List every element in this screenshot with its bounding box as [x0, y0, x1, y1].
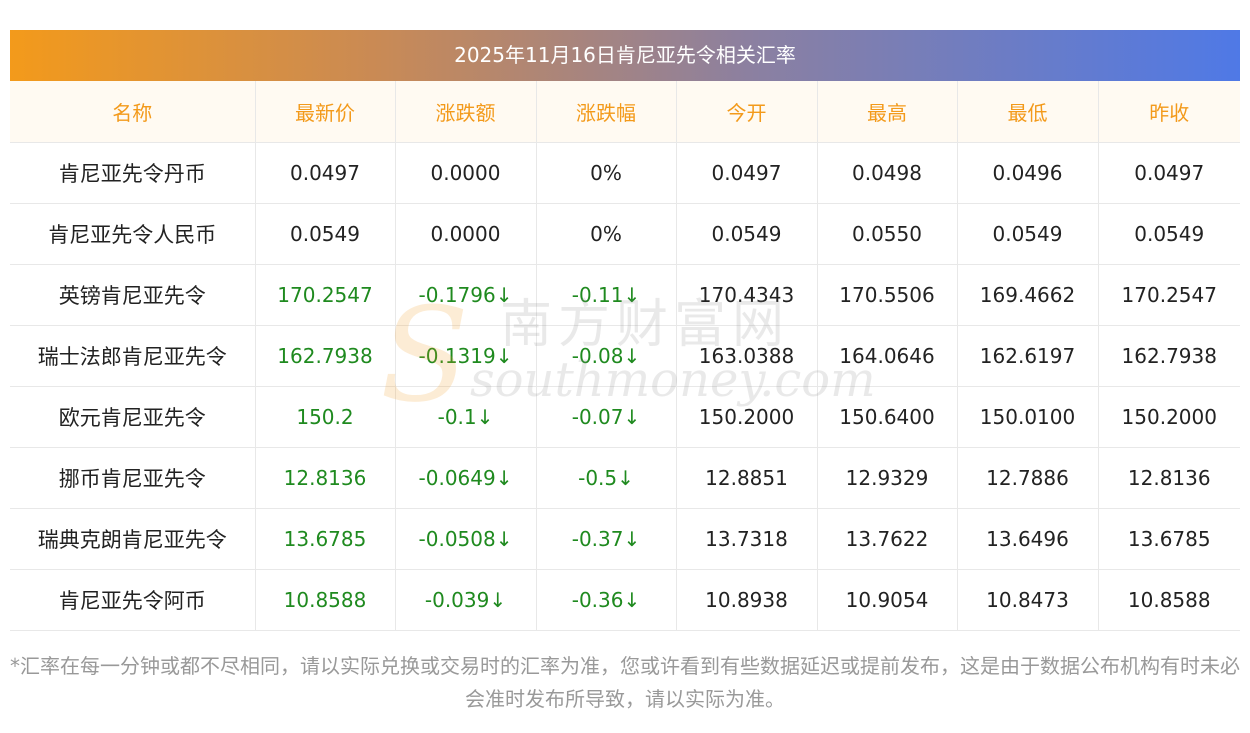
- change-amount: -0.1796↓: [395, 263, 537, 325]
- change-percent: -0.36↓: [536, 568, 677, 631]
- col-header-change-pct: 涨跌幅: [536, 81, 677, 142]
- open-price: 13.7318: [676, 507, 818, 569]
- table-row: 肯尼亚先令阿币 10.8588 -0.039↓ -0.36↓ 10.8938 1…: [10, 568, 1240, 631]
- change-percent: -0.5↓: [536, 446, 677, 508]
- change-percent: -0.07↓: [536, 385, 677, 447]
- change-percent: 0%: [536, 202, 677, 264]
- pair-name: 瑞典克朗肯尼亚先令: [10, 507, 256, 569]
- latest-price: 10.8588: [255, 568, 396, 631]
- table-row: 瑞典克朗肯尼亚先令 13.6785 -0.0508↓ -0.37↓ 13.731…: [10, 507, 1240, 569]
- table-row: 英镑肯尼亚先令 170.2547 -0.1796↓ -0.11↓ 170.434…: [10, 263, 1240, 325]
- prev-close: 0.0549: [1098, 202, 1240, 264]
- low-price: 0.0549: [957, 202, 1099, 264]
- prev-close: 170.2547: [1098, 263, 1240, 325]
- high-price: 0.0550: [817, 202, 958, 264]
- col-header-high: 最高: [817, 81, 958, 142]
- prev-close: 10.8588: [1098, 568, 1240, 631]
- high-price: 12.9329: [817, 446, 958, 508]
- col-header-change: 涨跌额: [395, 81, 537, 142]
- table-row: 挪币肯尼亚先令 12.8136 -0.0649↓ -0.5↓ 12.8851 1…: [10, 446, 1240, 508]
- pair-name: 肯尼亚先令阿币: [10, 568, 256, 631]
- prev-close: 162.7938: [1098, 324, 1240, 386]
- low-price: 169.4662: [957, 263, 1099, 325]
- low-price: 0.0496: [957, 141, 1099, 203]
- col-header-name: 名称: [10, 81, 256, 142]
- change-amount: 0.0000: [395, 141, 537, 203]
- high-price: 150.6400: [817, 385, 958, 447]
- col-header-open: 今开: [676, 81, 818, 142]
- latest-price: 0.0549: [255, 202, 396, 264]
- low-price: 150.0100: [957, 385, 1099, 447]
- low-price: 162.6197: [957, 324, 1099, 386]
- low-price: 10.8473: [957, 568, 1099, 631]
- change-amount: -0.0649↓: [395, 446, 537, 508]
- table-title: 2025年11月16日肯尼亚先令相关汇率: [10, 30, 1240, 81]
- change-amount: 0.0000: [395, 202, 537, 264]
- latest-price: 162.7938: [255, 324, 396, 386]
- latest-price: 150.2: [255, 385, 396, 447]
- high-price: 170.5506: [817, 263, 958, 325]
- pair-name: 欧元肯尼亚先令: [10, 385, 256, 447]
- open-price: 0.0497: [676, 141, 818, 203]
- prev-close: 0.0497: [1098, 141, 1240, 203]
- open-price: 150.2000: [676, 385, 818, 447]
- open-price: 10.8938: [676, 568, 818, 631]
- low-price: 12.7886: [957, 446, 1099, 508]
- pair-name: 瑞士法郎肯尼亚先令: [10, 324, 256, 386]
- high-price: 0.0498: [817, 141, 958, 203]
- col-header-prev-close: 昨收: [1149, 100, 1190, 125]
- prev-close: 150.2000: [1098, 385, 1240, 447]
- table-row: 肯尼亚先令人民币 0.0549 0.0000 0% 0.0549 0.0550 …: [10, 202, 1240, 264]
- col-header-latest: 最新价: [255, 81, 396, 142]
- change-amount: -0.0508↓: [395, 507, 537, 569]
- change-amount: -0.039↓: [395, 568, 537, 631]
- change-amount: -0.1↓: [395, 385, 537, 447]
- change-percent: -0.08↓: [536, 324, 677, 386]
- pair-name: 挪币肯尼亚先令: [10, 446, 256, 508]
- table-header-row: 名称 最新价 涨跌额 涨跌幅 今开 最高 最低 昨收: [10, 81, 1240, 142]
- latest-price: 12.8136: [255, 446, 396, 508]
- latest-price: 13.6785: [255, 507, 396, 569]
- disclaimer-note: *汇率在每一分钟或都不尽相同，请以实际兑换或交易时的汇率为准，您或许看到有些数据…: [10, 654, 1240, 711]
- col-header-low: 最低: [957, 81, 1099, 142]
- latest-price: 170.2547: [255, 263, 396, 325]
- change-percent: -0.11↓: [536, 263, 677, 325]
- table-row: 欧元肯尼亚先令 150.2 -0.1↓ -0.07↓ 150.2000 150.…: [10, 385, 1240, 447]
- change-percent: 0%: [536, 141, 677, 203]
- open-price: 0.0549: [676, 202, 818, 264]
- pair-name: 英镑肯尼亚先令: [10, 263, 256, 325]
- change-amount: -0.1319↓: [395, 324, 537, 386]
- table-row: 瑞士法郎肯尼亚先令 162.7938 -0.1319↓ -0.08↓ 163.0…: [10, 324, 1240, 386]
- open-price: 12.8851: [676, 446, 818, 508]
- open-price: 170.4343: [676, 263, 818, 325]
- latest-price: 0.0497: [255, 141, 396, 203]
- high-price: 13.7622: [817, 507, 958, 569]
- low-price: 13.6496: [957, 507, 1099, 569]
- prev-close: 13.6785: [1098, 507, 1240, 569]
- open-price: 163.0388: [676, 324, 818, 386]
- high-price: 10.9054: [817, 568, 958, 631]
- table-row: 肯尼亚先令丹币 0.0497 0.0000 0% 0.0497 0.0498 0…: [10, 141, 1240, 203]
- prev-close: 12.8136: [1098, 446, 1240, 508]
- high-price: 164.0646: [817, 324, 958, 386]
- rate-panel: 2025年11月16日肯尼亚先令相关汇率 名称 最新价 涨跌额 涨跌幅 今开 最…: [10, 30, 1240, 631]
- exchange-rate-table: 名称 最新价 涨跌额 涨跌幅 今开 最高 最低 昨收 肯尼亚先令丹币 0.049…: [10, 81, 1240, 631]
- change-percent: -0.37↓: [536, 507, 677, 569]
- pair-name: 肯尼亚先令丹币: [10, 141, 256, 203]
- pair-name: 肯尼亚先令人民币: [10, 202, 256, 264]
